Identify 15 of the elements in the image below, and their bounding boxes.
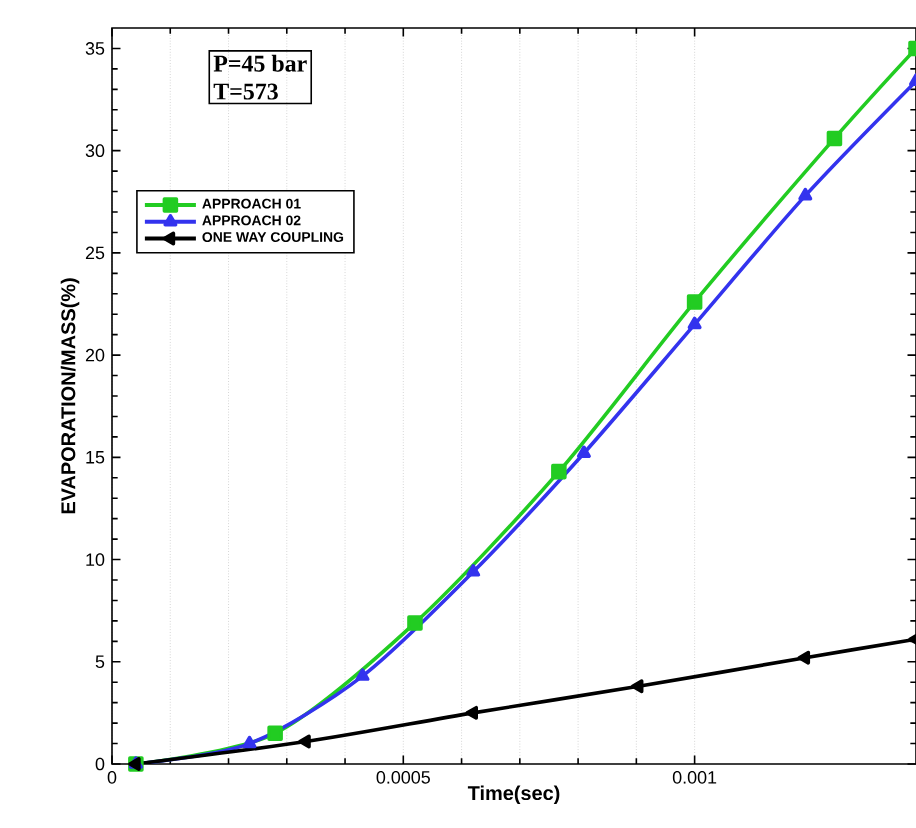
y-tick-label: 5 bbox=[95, 655, 105, 669]
x-tick-label: 0.0005 bbox=[376, 771, 430, 784]
x-axis-title: Time(sec) bbox=[467, 785, 560, 805]
y-tick-label: 30 bbox=[85, 144, 105, 158]
y-tick-label: 25 bbox=[85, 246, 105, 260]
y-axis-title: EVAPORATION/MASS(%) bbox=[60, 278, 80, 514]
y-tick-label: 15 bbox=[86, 451, 105, 464]
annotation: P=45 bar bbox=[213, 54, 307, 72]
y-tick-label: 35 bbox=[85, 42, 105, 55]
x-tick-label: 0.001 bbox=[672, 771, 717, 784]
annotation: T=573 bbox=[213, 83, 278, 100]
y-tick-label: 0 bbox=[95, 757, 105, 771]
y-tick-label: 10 bbox=[86, 553, 105, 566]
x-tick-label: 0 bbox=[107, 771, 117, 784]
y-tick-label: 20 bbox=[85, 348, 105, 362]
